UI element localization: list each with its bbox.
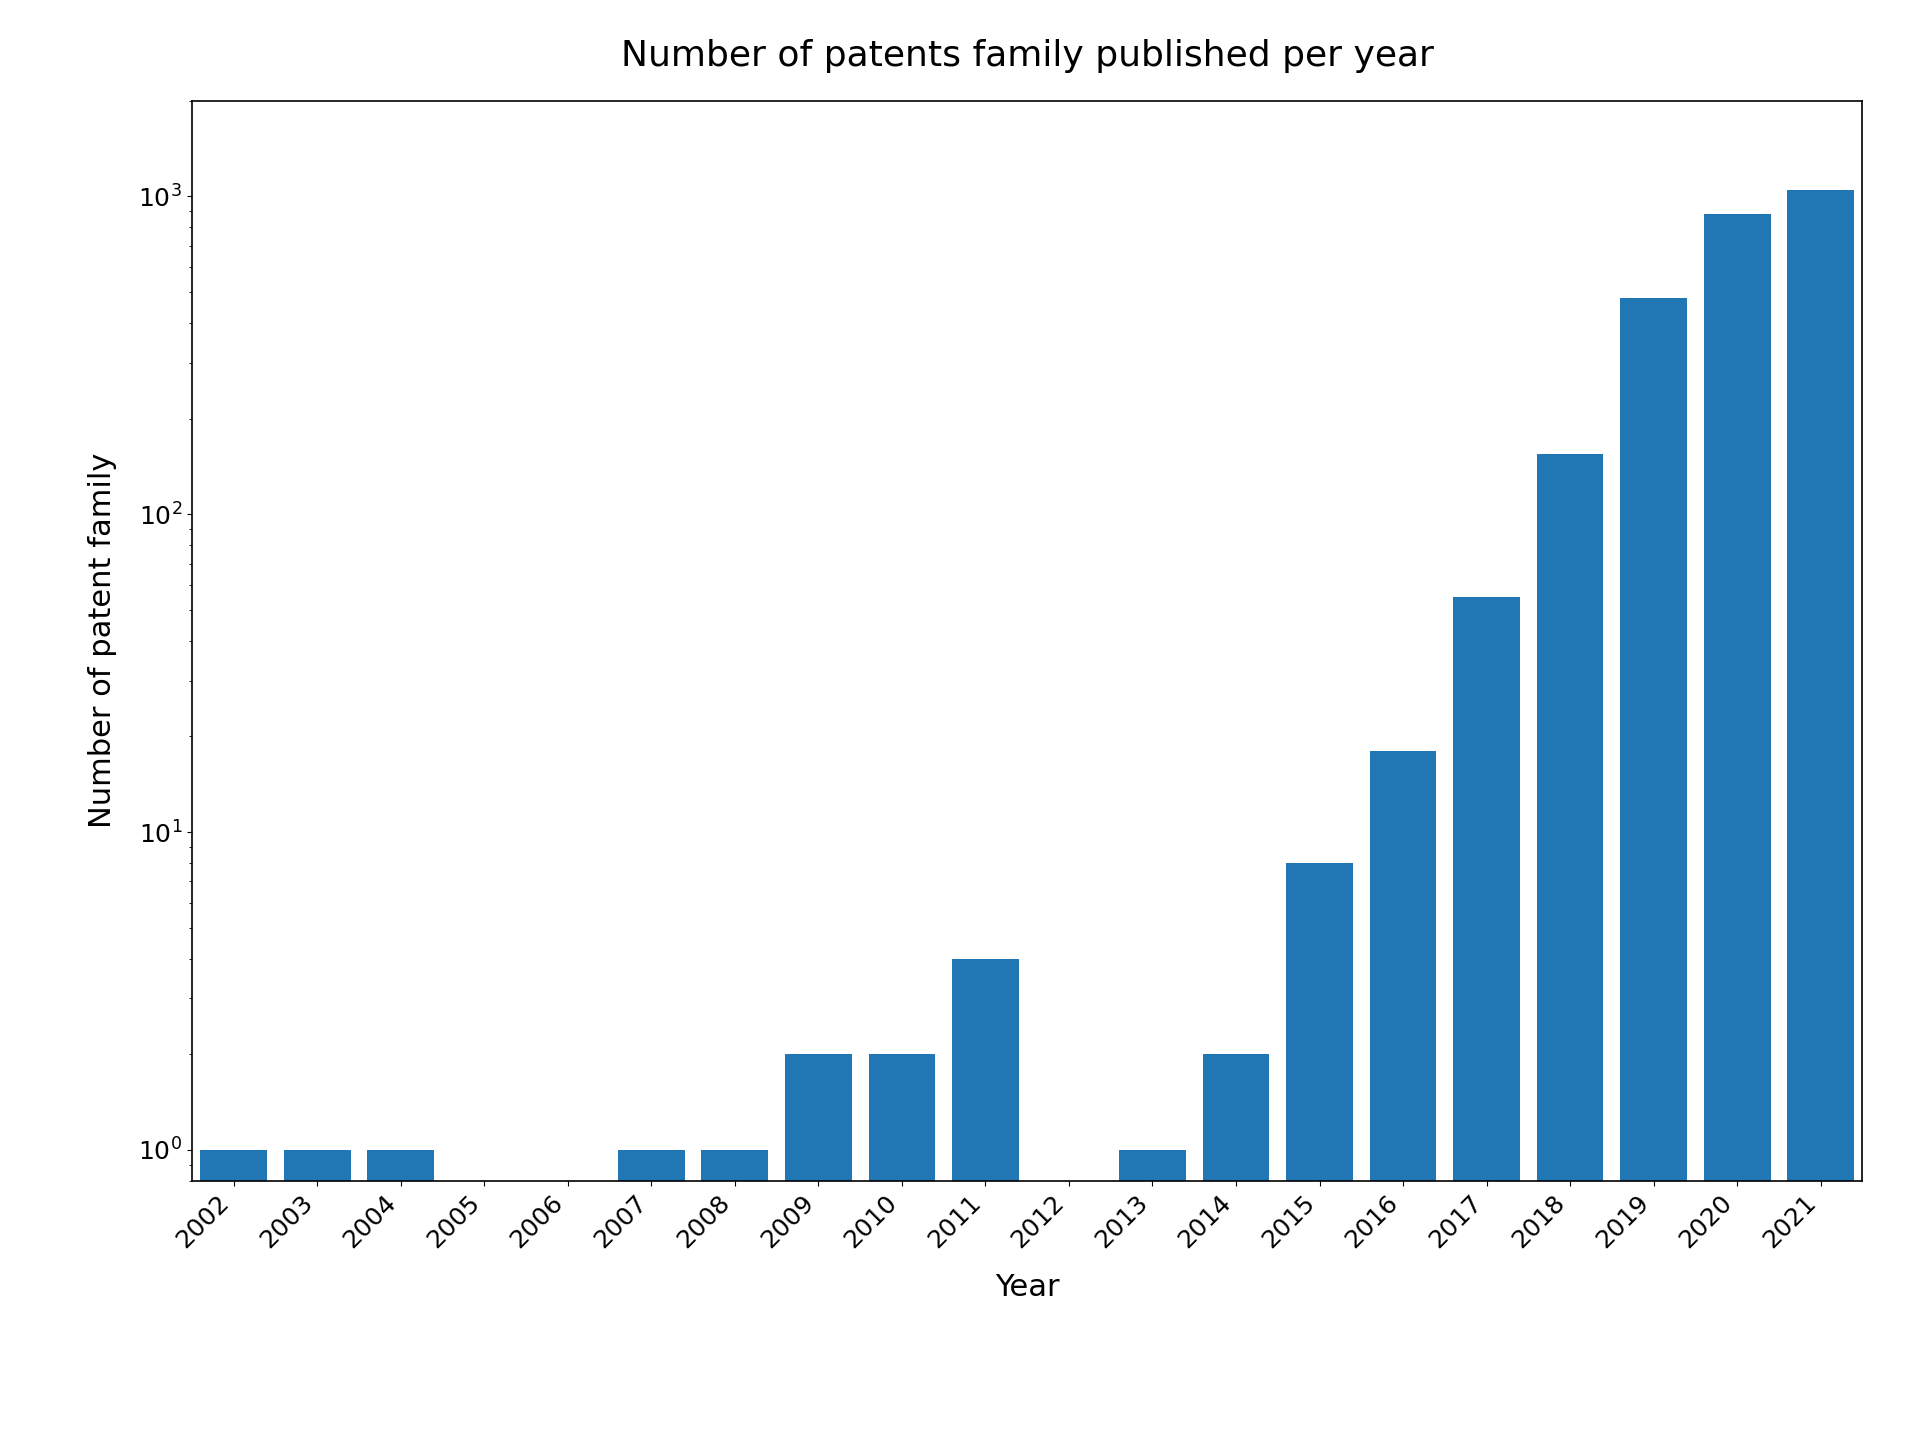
Bar: [785, 1054, 852, 1440]
Bar: [701, 1151, 768, 1440]
Bar: [1788, 190, 1855, 1440]
X-axis label: Year: Year: [995, 1273, 1060, 1302]
Bar: [1620, 298, 1688, 1440]
Y-axis label: Number of patent family: Number of patent family: [88, 454, 117, 828]
Bar: [1202, 1054, 1269, 1440]
Bar: [367, 1151, 434, 1440]
Title: Number of patents family published per year: Number of patents family published per y…: [620, 39, 1434, 73]
Bar: [952, 959, 1020, 1440]
Bar: [1286, 863, 1354, 1440]
Bar: [618, 1151, 685, 1440]
Bar: [1453, 596, 1521, 1440]
Bar: [284, 1151, 351, 1440]
Bar: [1703, 215, 1770, 1440]
Bar: [1119, 1151, 1187, 1440]
Bar: [1536, 454, 1603, 1440]
Bar: [1369, 752, 1436, 1440]
Bar: [200, 1151, 267, 1440]
Bar: [868, 1054, 935, 1440]
